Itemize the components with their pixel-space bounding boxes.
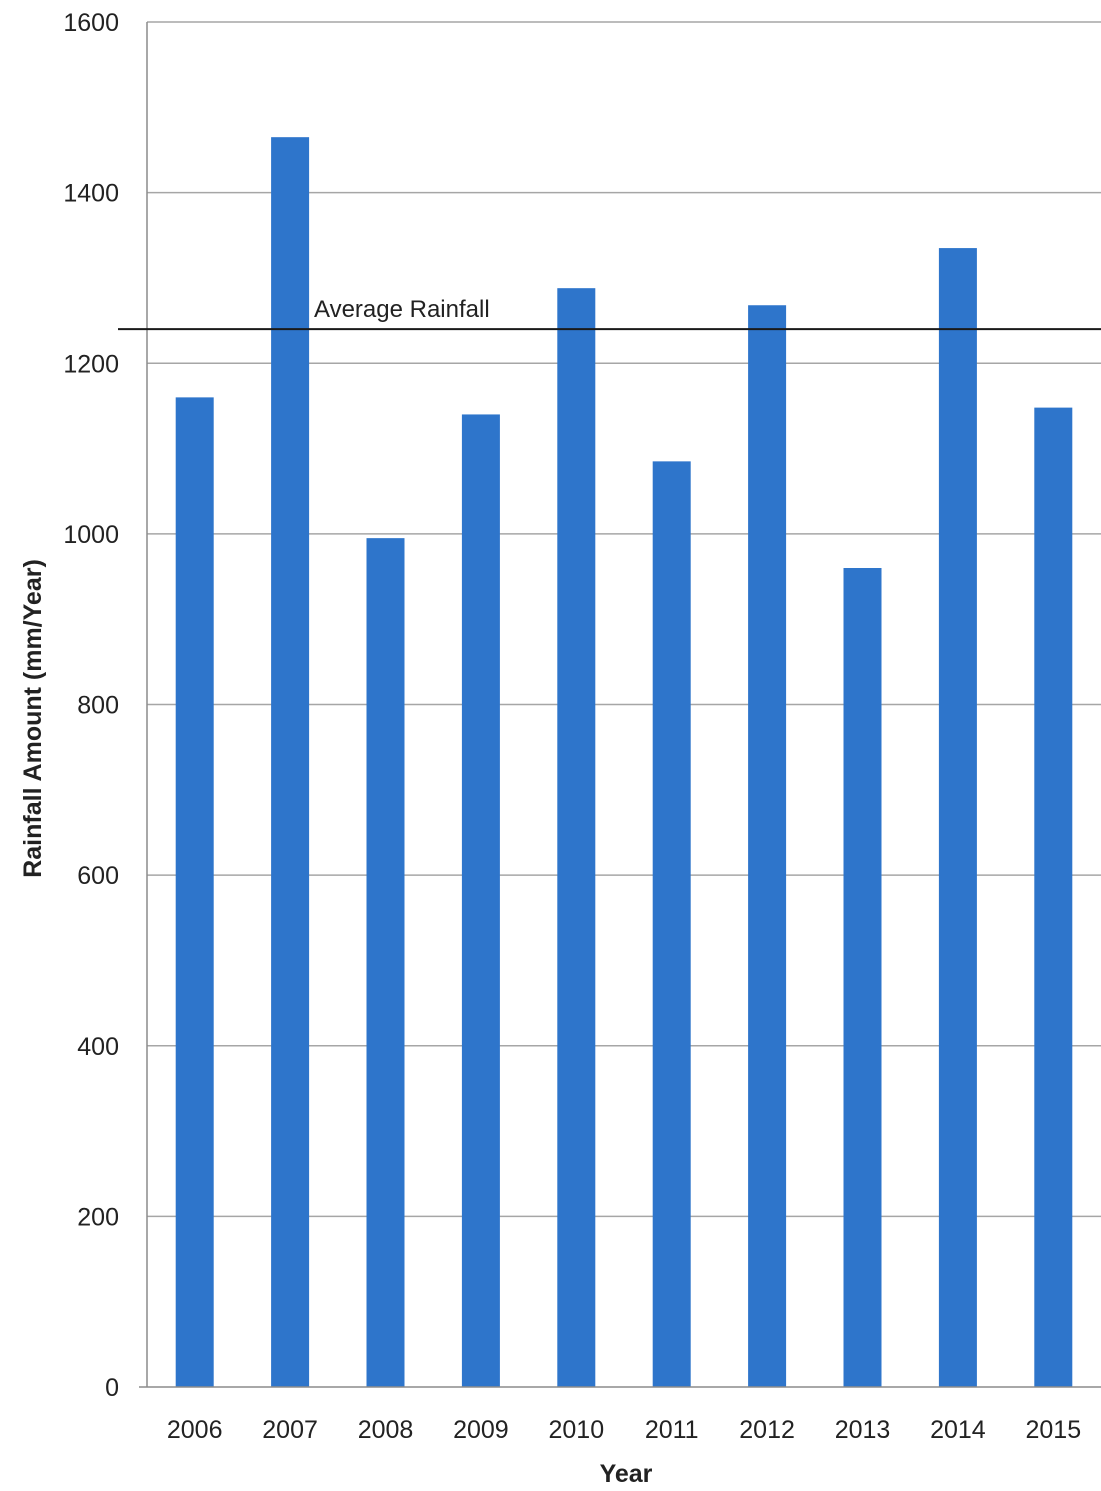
x-tick-label-2012: 2012 (739, 1416, 795, 1444)
x-tick-label-2006: 2006 (167, 1416, 223, 1444)
reference-line-group: Average Rainfall (118, 296, 1101, 331)
y-tick-label-800: 800 (77, 692, 119, 720)
bar-2010 (557, 288, 596, 1387)
x-tick-label-2014: 2014 (930, 1416, 986, 1444)
bar-2006 (175, 397, 214, 1387)
bar-2012 (748, 305, 787, 1387)
x-tick-label-2015: 2015 (1025, 1416, 1081, 1444)
x-tick-label-2011: 2011 (645, 1416, 699, 1444)
y-tick-label-1600: 1600 (63, 9, 119, 37)
bar-2009 (461, 414, 500, 1387)
y-tick-label-1000: 1000 (63, 521, 119, 549)
x-tick-label-2008: 2008 (358, 1416, 414, 1444)
y-tick-label-200: 200 (77, 1203, 119, 1231)
y-tick-label-0: 0 (105, 1374, 119, 1402)
x-tick-label-2007: 2007 (262, 1416, 318, 1444)
bar-2007 (271, 137, 310, 1387)
x-tick-label-2013: 2013 (835, 1416, 891, 1444)
bars (175, 137, 1073, 1387)
x-tick-label-2010: 2010 (548, 1416, 604, 1444)
y-tick-label-400: 400 (77, 1033, 119, 1061)
bar-2011 (652, 461, 691, 1387)
y-tick-label-1400: 1400 (63, 180, 119, 208)
average-rainfall-label: Average Rainfall (314, 296, 490, 323)
y-tick-labels: 0 200 400 600 800 1000 1200 1400 1600 (63, 9, 119, 1402)
x-tick-label-2009: 2009 (453, 1416, 509, 1444)
bar-2015 (1034, 407, 1073, 1387)
axes (139, 22, 1101, 1388)
y-tick-label-600: 600 (77, 862, 119, 890)
bar-2013 (843, 568, 882, 1387)
bar-2014 (938, 248, 977, 1387)
y-axis-title: Rainfall Amount (mm/Year) (19, 559, 47, 878)
bar-2008 (366, 538, 405, 1387)
x-tick-labels: 2006 2007 2008 2009 2010 2011 2012 2013 2014 2015 (167, 1416, 1081, 1444)
x-axis-title: Year (600, 1460, 653, 1488)
y-tick-label-1200: 1200 (63, 350, 119, 378)
